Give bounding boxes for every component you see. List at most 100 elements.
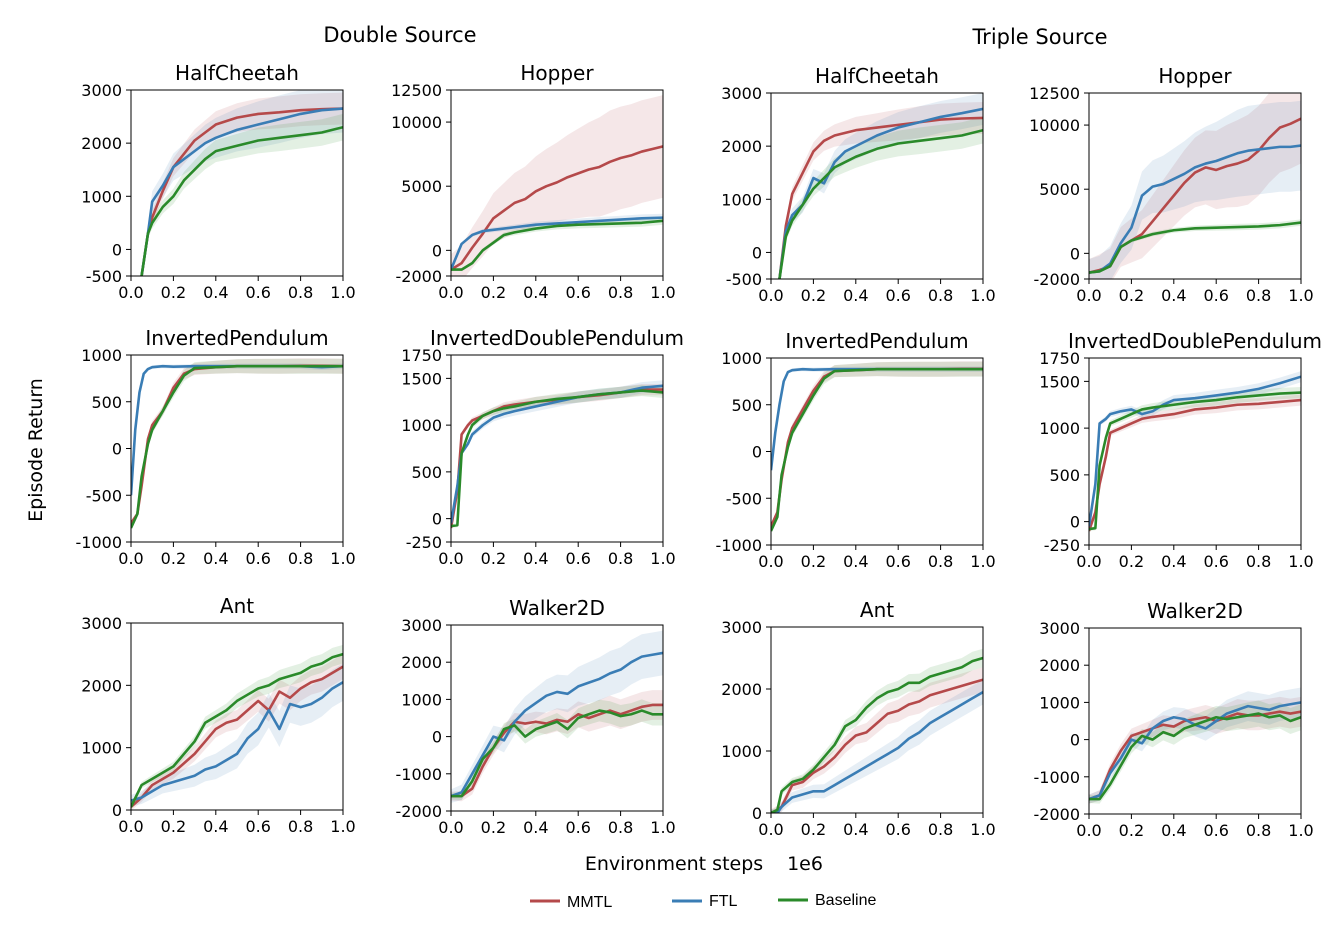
x-tick-label: 0.8 — [928, 286, 953, 305]
x-tick-label: 1.0 — [330, 549, 355, 568]
subplot-title: Walker2D — [1147, 599, 1243, 623]
series-group — [771, 361, 983, 534]
subplot-8-inverteddoublependulum: InvertedDoublePendulum -250 0 500 1000 1500 17… — [1039, 329, 1322, 571]
y-tick-label: 5000 — [401, 177, 442, 196]
line-baseline — [1089, 712, 1301, 801]
plot-frame — [1088, 357, 1302, 546]
subplot-9-ant: Ant 0 1000 2000 3000 0.0 0.2 0.4 0.6 0.8 1.0 — [81, 594, 355, 836]
plot-frame — [130, 354, 344, 543]
x-tick-label: 0.4 — [523, 818, 548, 837]
y-tick-label: 1500 — [1039, 372, 1080, 391]
x-tick-label: 0.4 — [843, 820, 868, 839]
series-group — [1089, 93, 1301, 279]
y-tick-label: 3000 — [81, 614, 122, 633]
y-tick-label: 0 — [112, 240, 122, 259]
subplot-12-walker2d: Walker2D -2000 -1000 0 1000 2000 3000 0.0 0.2 0.4… — [1034, 599, 1314, 840]
x-tick-label: 0.6 — [245, 549, 270, 568]
x-tick-label: 0.6 — [885, 286, 910, 305]
line-baseline — [771, 367, 983, 532]
subplot-title: InvertedPendulum — [145, 326, 328, 350]
series-group — [451, 95, 663, 276]
y-tick-label: -2000 — [1034, 805, 1081, 824]
line-ftl — [131, 681, 343, 802]
subplot-7-invertedpendulum: InvertedPendulum -1000 -500 0 500 1000 0.0 0.2 0… — [716, 329, 996, 571]
band-mmtl — [451, 95, 663, 276]
x-tick-label: 0.4 — [843, 286, 868, 305]
subplot-title: HalfCheetah — [815, 64, 939, 88]
y-tick-label: 0 — [1070, 731, 1080, 750]
band-baseline — [141, 113, 343, 276]
line-ftl — [140, 107, 343, 276]
y-tick-label: -250 — [406, 533, 442, 552]
subplot-11-ant: Ant 0 1000 2000 3000 0.0 0.2 0.4 0.6 0.8 1.0 — [721, 598, 995, 839]
x-tick-label: 1.0 — [970, 820, 995, 839]
y-tick-label: 0 — [752, 443, 762, 462]
subplot-grid: HalfCheetah -500 0 1000 2000 3000 0.0 0.2 0.4 0.6… — [76, 61, 1323, 840]
series-group — [771, 648, 983, 813]
series-group — [778, 93, 983, 279]
legend-label-ftl: FTL — [709, 893, 738, 910]
subplot-title: Ant — [860, 598, 894, 622]
y-tick-label: 0 — [432, 241, 442, 260]
subplot-title: InvertedDoublePendulum — [1068, 329, 1322, 353]
x-tick-label: 1.0 — [330, 283, 355, 302]
x-tick-label: 0.8 — [288, 283, 313, 302]
legend-label-mmtl: MMTL — [567, 894, 612, 911]
plot-frame — [1088, 627, 1302, 815]
x-tick-label: 0.4 — [203, 549, 228, 568]
series-group — [1089, 371, 1301, 533]
line-mmtl — [131, 364, 343, 525]
line-ftl — [771, 690, 983, 813]
line-mmtl — [451, 703, 663, 798]
band-mmtl — [779, 102, 983, 279]
plot-frame — [130, 89, 344, 277]
series-group — [1089, 687, 1301, 804]
band-baseline — [451, 699, 663, 800]
x-tick-label: 0.6 — [565, 549, 590, 568]
line-mmtl — [451, 388, 663, 529]
line-baseline — [451, 709, 663, 798]
band-ftl — [141, 90, 343, 276]
y-tick-label: 0 — [112, 440, 122, 459]
x-tick-label: 0.8 — [1246, 821, 1271, 840]
y-tick-label: 1500 — [401, 369, 442, 388]
band-baseline — [131, 644, 343, 810]
y-tick-label: 10000 — [391, 113, 442, 132]
x-tick-label: 0.4 — [843, 552, 868, 571]
line-mmtl — [771, 367, 983, 527]
line-mmtl — [140, 107, 343, 276]
x-tick-label: 0.0 — [1076, 821, 1101, 840]
x-tick-label: 1.0 — [1288, 286, 1313, 305]
line-baseline — [131, 364, 343, 529]
x-scale-label: 1e6 — [787, 853, 823, 875]
band-mmtl — [771, 667, 983, 813]
band-ftl — [1089, 100, 1301, 279]
y-tick-label: 2000 — [401, 653, 442, 672]
x-tick-label: 0.0 — [1076, 286, 1101, 305]
band-ftl — [131, 663, 343, 807]
y-tick-label: 1000 — [401, 690, 442, 709]
y-tick-label: 12500 — [391, 81, 442, 100]
x-tick-label: 1.0 — [970, 552, 995, 571]
y-tick-label: 500 — [731, 396, 762, 415]
y-tick-label: 3000 — [401, 616, 442, 635]
x-tick-label: 0.4 — [1161, 286, 1186, 305]
y-tick-label: 1000 — [81, 739, 122, 758]
y-tick-label: -1000 — [716, 536, 763, 555]
y-tick-label: 2000 — [81, 134, 122, 153]
x-tick-label: 0.6 — [565, 818, 590, 837]
x-tick-label: 1.0 — [650, 283, 675, 302]
y-tick-label: 12500 — [1029, 84, 1080, 103]
subplot-title: InvertedDoublePendulum — [430, 326, 684, 350]
y-tick-label: 1750 — [1039, 349, 1080, 368]
y-tick-label: 1000 — [1039, 693, 1080, 712]
band-ftl — [451, 380, 663, 525]
subplot-10-walker2d: Walker2D -2000 -1000 0 1000 2000 3000 0.0 0.2 0.4… — [396, 596, 676, 837]
y-tick-label: -500 — [726, 270, 762, 289]
y-tick-label: -250 — [1044, 536, 1080, 555]
legend-label-baseline: Baseline — [815, 892, 876, 909]
y-tick-label: 500 — [411, 463, 442, 482]
line-baseline — [451, 389, 663, 528]
y-tick-label: 2000 — [81, 676, 122, 695]
